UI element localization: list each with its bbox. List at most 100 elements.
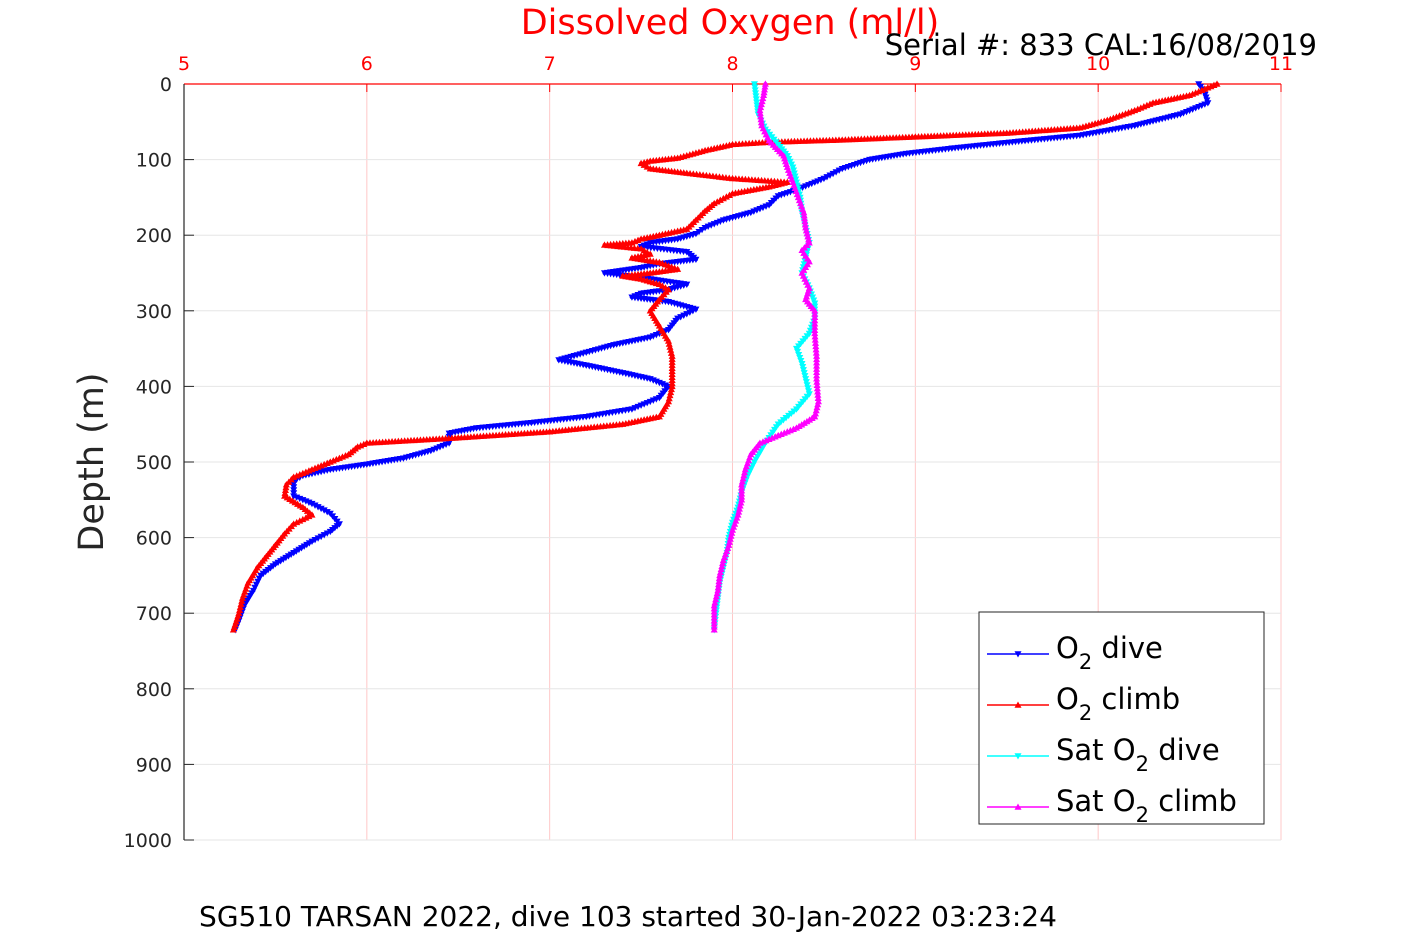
- x-tick-label: 10: [1086, 53, 1110, 75]
- data-point: [629, 295, 634, 300]
- data-point: [776, 142, 781, 147]
- data-point: [803, 376, 808, 381]
- data-point: [763, 82, 768, 86]
- data-point: [785, 153, 790, 158]
- data-point: [474, 425, 479, 430]
- data-point: [282, 531, 287, 536]
- data-point: [712, 201, 717, 206]
- data-point: [602, 243, 607, 248]
- data-point: [761, 93, 766, 98]
- data-point: [291, 494, 296, 499]
- data-point: [648, 159, 653, 164]
- data-point: [328, 467, 333, 472]
- legend-item: O2 dive: [987, 631, 1163, 674]
- data-point: [801, 210, 806, 215]
- data-point: [401, 456, 406, 461]
- data-point: [1178, 112, 1183, 117]
- data-point: [752, 82, 757, 86]
- data-point: [803, 225, 808, 230]
- x-tick-label: 11: [1269, 53, 1293, 75]
- data-point: [666, 287, 671, 292]
- legend-label: O2 climb: [1056, 682, 1180, 725]
- legend-label-subscript: 2: [1079, 650, 1092, 674]
- legend-box: [978, 611, 1265, 825]
- data-point: [799, 248, 804, 253]
- data-point: [346, 452, 351, 457]
- data-point: [648, 240, 653, 245]
- data-point: [291, 521, 296, 526]
- data-point: [639, 161, 644, 166]
- data-point: [648, 376, 653, 381]
- data-point: [776, 433, 781, 438]
- legend-label-rest: dive: [1149, 733, 1220, 767]
- data-point: [648, 308, 653, 313]
- data-point: [620, 422, 625, 427]
- data-point: [1077, 125, 1082, 130]
- series-group: [229, 80, 1221, 634]
- data-point: [785, 180, 790, 185]
- y-tick-label: 1000: [124, 830, 172, 852]
- data-point: [657, 260, 662, 265]
- data-point: [428, 448, 433, 453]
- data-point: [721, 558, 726, 563]
- data-point: [799, 361, 804, 366]
- data-point: [273, 543, 278, 548]
- legend-swatch-marker: [1014, 803, 1022, 810]
- data-point: [1187, 93, 1192, 98]
- data-point: [693, 218, 698, 223]
- data-point: [355, 444, 360, 449]
- data-point: [684, 171, 689, 176]
- data-point: [529, 420, 534, 425]
- legend-swatch-marker: [1014, 753, 1022, 760]
- data-point: [584, 363, 589, 368]
- data-point: [309, 539, 314, 544]
- data-point: [666, 327, 671, 332]
- legend-item: Sat O2 dive: [987, 733, 1220, 776]
- legend-label-subscript: 2: [1079, 701, 1092, 725]
- data-point: [703, 148, 708, 153]
- data-point: [812, 331, 817, 336]
- data-point: [620, 274, 625, 279]
- data-point: [584, 414, 589, 419]
- data-point: [629, 240, 634, 245]
- data-point: [807, 240, 812, 245]
- data-point: [1215, 82, 1220, 86]
- legend-label: Sat O2 climb: [1056, 784, 1237, 827]
- data-point: [721, 218, 726, 223]
- legend-item: Sat O2 climb: [987, 784, 1237, 827]
- data-point: [648, 252, 653, 257]
- x-tick-label: 8: [726, 53, 738, 75]
- data-point: [684, 282, 689, 287]
- data-point: [639, 291, 644, 296]
- data-point: [364, 441, 369, 446]
- data-point: [757, 441, 762, 446]
- series-sat-o2-climb: [710, 80, 822, 633]
- data-point: [584, 350, 589, 355]
- legend-label-subscript: 2: [1136, 803, 1149, 827]
- data-point: [803, 297, 808, 302]
- data-point: [670, 384, 675, 389]
- data-point: [1132, 123, 1137, 128]
- data-point: [767, 138, 772, 143]
- data-point: [684, 227, 689, 232]
- data-point: [670, 369, 675, 374]
- data-point: [264, 554, 269, 559]
- data-point: [717, 573, 722, 578]
- data-point: [840, 137, 845, 142]
- data-point: [794, 425, 799, 430]
- data-point: [913, 134, 918, 139]
- axes: 5 6 7 8 9 10 11 0 100 200 300 400 500 600 700 800 900 100…: [124, 53, 1293, 852]
- data-point: [840, 166, 845, 171]
- chart-title: Dissolved Oxygen (ml/l): [521, 3, 940, 43]
- legend-label-rest: climb: [1092, 682, 1180, 716]
- data-point: [812, 301, 817, 306]
- data-point: [781, 153, 786, 158]
- data-point: [657, 282, 662, 287]
- series-o2-climb: [229, 80, 1221, 633]
- data-point: [300, 505, 305, 510]
- data-point: [666, 299, 671, 304]
- data-point: [648, 271, 653, 275]
- legend-label-subscript: 2: [1136, 752, 1149, 776]
- data-point: [309, 512, 314, 517]
- data-point: [767, 184, 772, 189]
